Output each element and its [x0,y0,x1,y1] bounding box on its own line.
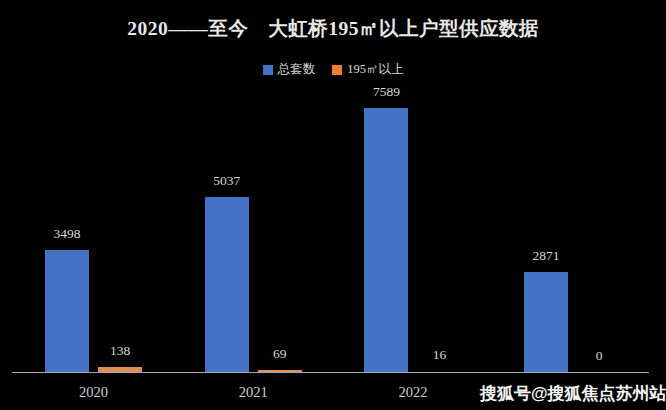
value-label-total-units-2021: 5037 [182,173,272,189]
legend-swatch-total-units [263,65,273,75]
value-label-over-195sqm-2020: 138 [75,343,165,359]
chart: 2020——至今 大虹桥195㎡以上户型供应数据 总套数 195㎡以上 3498 1… [0,0,666,410]
legend-item-total-units: 总套数 [263,61,316,78]
x-axis-label-2020: 2020 [39,384,149,401]
legend-item-over-195sqm: 195㎡以上 [332,61,403,78]
bar-total-units-2022 [364,108,408,372]
chart-title: 2020——至今 大虹桥195㎡以上户型供应数据 [0,15,666,42]
value-label-over-195sqm-2021: 69 [235,346,325,362]
value-label-total-units-current: 2871 [501,248,591,264]
value-label-total-units-2022: 7589 [341,84,431,100]
bar-over-195sqm-2020 [98,367,142,372]
legend: 总套数 195㎡以上 [0,61,666,78]
x-axis-label-2021: 2021 [198,384,308,401]
legend-label-total-units: 总套数 [278,61,316,78]
legend-swatch-over-195sqm [332,65,342,75]
watermark: 搜狐号@搜狐焦点苏州站 [480,382,666,405]
value-label-over-195sqm-current: 0 [554,348,644,364]
value-label-total-units-2020: 3498 [22,226,112,242]
value-label-over-195sqm-2022: 16 [394,347,484,363]
legend-label-over-195sqm: 195㎡以上 [347,61,403,78]
bar-over-195sqm-2021 [258,370,302,372]
x-axis-label-2022: 2022 [358,384,468,401]
